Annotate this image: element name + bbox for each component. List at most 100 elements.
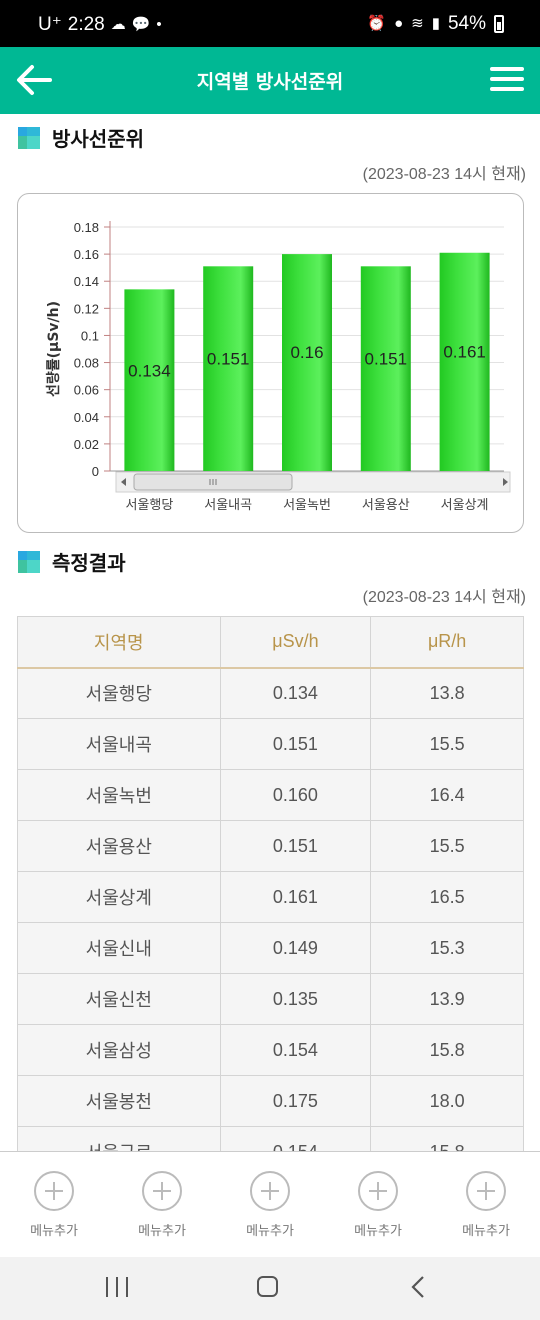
bar-data-label: 0.151 [365, 350, 408, 369]
table-row: 서울신천 0.135 13.9 [17, 973, 524, 1025]
table-header-row: 지역명 μSv/h μR/h [17, 616, 524, 669]
quick-menu-label: 메뉴추가 [138, 1224, 186, 1239]
back-icon[interactable] [410, 1275, 426, 1299]
cell-ur: 15.5 [370, 718, 524, 770]
add-circle-icon [358, 1171, 398, 1211]
app-header: 지역별 방사선준위 [0, 47, 540, 114]
cloud-icon: ☁ [110, 15, 126, 33]
battery-percent: 54% [447, 13, 486, 34]
table-row: 서울상계 0.161 16.5 [17, 871, 524, 923]
carrier-label: U⁺ [38, 14, 62, 35]
page-title: 지역별 방사선준위 [196, 71, 344, 93]
quick-menu-label: 메뉴추가 [30, 1224, 78, 1239]
quick-menu-label: 메뉴추가 [462, 1224, 510, 1239]
cell-usv: 0.135 [219, 973, 372, 1025]
bar-data-label: 0.161 [443, 343, 486, 362]
cell-usv: 0.160 [219, 769, 372, 821]
hamburger-menu-icon[interactable] [490, 67, 524, 93]
cell-ur: 16.4 [370, 769, 524, 821]
quick-menu-bar: 메뉴추가 메뉴추가 메뉴추가 메뉴추가 메뉴추가 [0, 1151, 540, 1257]
alarm-icon: ⏰ [367, 15, 387, 32]
x-tick-label: 서울상계 [441, 498, 489, 513]
cell-region: 서울상계 [17, 871, 221, 923]
section-bullet-icon [18, 550, 40, 573]
home-icon[interactable] [257, 1276, 278, 1297]
chart-canvas: 0 0.02 0.04 0.06 0.08 0.1 0.12 0.14 0.16 0.18 선량률(… [45, 220, 511, 513]
results-as-of: (2023-08-23 14시 현재) [362, 589, 526, 606]
y-tick-label: 0.06 [74, 383, 99, 398]
cell-usv: 0.161 [219, 871, 372, 923]
cell-ur: 15.5 [370, 820, 524, 872]
chart-section-title: 방사선준위 [18, 123, 144, 152]
dot-icon: • [156, 15, 162, 33]
cell-region: 서울신천 [17, 973, 221, 1025]
results-table: 지역명 μSv/h μR/h 서울행당 0.134 13.8 서울내곡 0.151 15.… [17, 616, 524, 1178]
cell-usv: 0.149 [219, 922, 372, 974]
cell-usv: 0.151 [219, 718, 372, 770]
table-row: 서울삼성 0.154 15.8 [17, 1024, 524, 1076]
back-arrow-icon[interactable] [14, 61, 54, 99]
table-row: 서울행당 0.134 13.8 [17, 667, 524, 719]
y-axis-label: 선량률(μSv/h) [45, 301, 62, 397]
table-row: 서울용산 0.151 15.5 [17, 820, 524, 872]
bar-4 [360, 266, 411, 471]
cell-region: 서울행당 [17, 667, 221, 719]
table-row: 서울봉천 0.175 18.0 [17, 1075, 524, 1127]
clock: 2:28 [67, 13, 105, 35]
recent-apps-icon[interactable] [106, 1277, 128, 1297]
status-bar: U⁺ 2:28 ☁ 💬 • ⏰ ● ≋ ▮ 54% [0, 0, 540, 47]
cell-region: 서울봉천 [17, 1075, 221, 1127]
location-icon: ● [394, 15, 404, 32]
system-nav-bar [0, 1257, 540, 1320]
chart-section-title-text: 방사선준위 [52, 127, 144, 151]
scroll-left-arrow-icon [121, 478, 126, 486]
cell-usv: 0.134 [219, 667, 372, 719]
radiation-chart: 0 0.02 0.04 0.06 0.08 0.1 0.12 0.14 0.16 0.18 선량률(… [17, 193, 524, 533]
add-circle-icon [466, 1171, 506, 1211]
x-tick-label: 서울녹번 [283, 498, 331, 513]
y-tick-label: 0.1 [81, 328, 99, 343]
column-header-region: 지역명 [17, 616, 221, 669]
bar-5 [439, 252, 490, 471]
results-section-title-text: 측정결과 [52, 551, 126, 575]
quick-menu-add-3[interactable]: 메뉴추가 [216, 1152, 324, 1257]
quick-menu-add-2[interactable]: 메뉴추가 [108, 1152, 216, 1257]
table-row: 서울신내 0.149 15.3 [17, 922, 524, 974]
cell-region: 서울신내 [17, 922, 221, 974]
y-tick-label: 0.12 [74, 301, 99, 316]
bar-2 [203, 266, 254, 471]
results-section-title: 측정결과 [18, 547, 126, 576]
cell-ur: 13.9 [370, 973, 524, 1025]
add-circle-icon [34, 1171, 74, 1211]
y-tick-label: 0.02 [74, 437, 99, 452]
table-row: 서울내곡 0.151 15.5 [17, 718, 524, 770]
quick-menu-add-1[interactable]: 메뉴추가 [0, 1152, 108, 1257]
section-bullet-icon [18, 126, 40, 149]
x-tick-label: 서울용산 [362, 498, 410, 513]
x-tick-label: 서울행당 [125, 497, 173, 513]
bar-data-label: 0.151 [207, 350, 250, 369]
y-tick-label: 0.18 [74, 220, 99, 235]
column-header-usv: μSv/h [219, 616, 372, 669]
chart-as-of: (2023-08-23 14시 현재) [362, 166, 526, 183]
bar-1 [124, 289, 175, 471]
cell-ur: 15.3 [370, 922, 524, 974]
cell-usv: 0.154 [219, 1024, 372, 1076]
bar-data-label: 0.134 [128, 362, 171, 381]
cell-ur: 16.5 [370, 871, 524, 923]
cell-usv: 0.175 [219, 1075, 372, 1127]
cell-ur: 18.0 [370, 1075, 524, 1127]
signal-icon: ▮ [431, 15, 440, 32]
kakao-talk-icon: 💬 [131, 15, 151, 33]
quick-menu-add-5[interactable]: 메뉴추가 [432, 1152, 540, 1257]
wifi-icon: ≋ [411, 15, 424, 32]
add-circle-icon [250, 1171, 290, 1211]
column-header-ur: μR/h [370, 616, 524, 669]
bar-3 [282, 254, 332, 471]
cell-ur: 15.8 [370, 1024, 524, 1076]
y-tick-label: 0.14 [74, 274, 99, 289]
bar-data-label: 0.16 [290, 343, 323, 362]
quick-menu-add-4[interactable]: 메뉴추가 [324, 1152, 432, 1257]
y-tick-label: 0 [92, 464, 99, 479]
cell-region: 서울삼성 [17, 1024, 221, 1076]
